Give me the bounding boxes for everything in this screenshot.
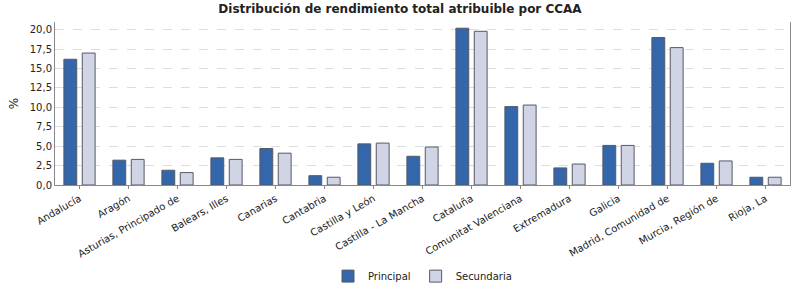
svg-text:7,5: 7,5 [36,121,52,132]
svg-text:Rioja, La: Rioja, La [726,193,769,224]
svg-text:2,5: 2,5 [36,160,52,171]
svg-text:Asturias, Principado de: Asturias, Principado de [76,193,181,260]
svg-text:Murcia, Región de: Murcia, Región de [637,193,720,247]
svg-text:10,0: 10,0 [30,102,52,113]
svg-text:Galicia: Galicia [587,193,622,219]
svg-text:Aragón: Aragón [95,193,132,220]
svg-text:Castilla y León: Castilla y León [308,193,377,239]
svg-text:Andalucía: Andalucía [35,193,83,227]
svg-text:Distribución de rendimiento to: Distribución de rendimiento total atribu… [218,2,582,16]
svg-text:0,0: 0,0 [36,180,52,191]
svg-text:Canarias: Canarias [236,193,279,224]
svg-text:Secundaria: Secundaria [456,271,512,282]
svg-text:Extremadura: Extremadura [511,193,573,235]
svg-text:17,5: 17,5 [30,44,52,55]
svg-text:5,0: 5,0 [36,141,52,152]
svg-text:Cataluña: Cataluña [431,193,475,225]
svg-text:Cantabria: Cantabria [280,193,328,227]
svg-text:Comunitat Valenciana: Comunitat Valenciana [423,193,524,257]
svg-text:Principal: Principal [368,271,411,282]
svg-text:Balears, Illes: Balears, Illes [169,193,230,234]
svg-text:Castilla - La Mancha: Castilla - La Mancha [333,193,426,253]
svg-text:15,0: 15,0 [30,63,52,74]
svg-text:12,5: 12,5 [30,82,52,93]
svg-text:Madrid, Comunidad de: Madrid, Comunidad de [567,193,671,259]
svg-text:20,0: 20,0 [30,24,52,35]
svg-text:%: % [7,98,21,109]
